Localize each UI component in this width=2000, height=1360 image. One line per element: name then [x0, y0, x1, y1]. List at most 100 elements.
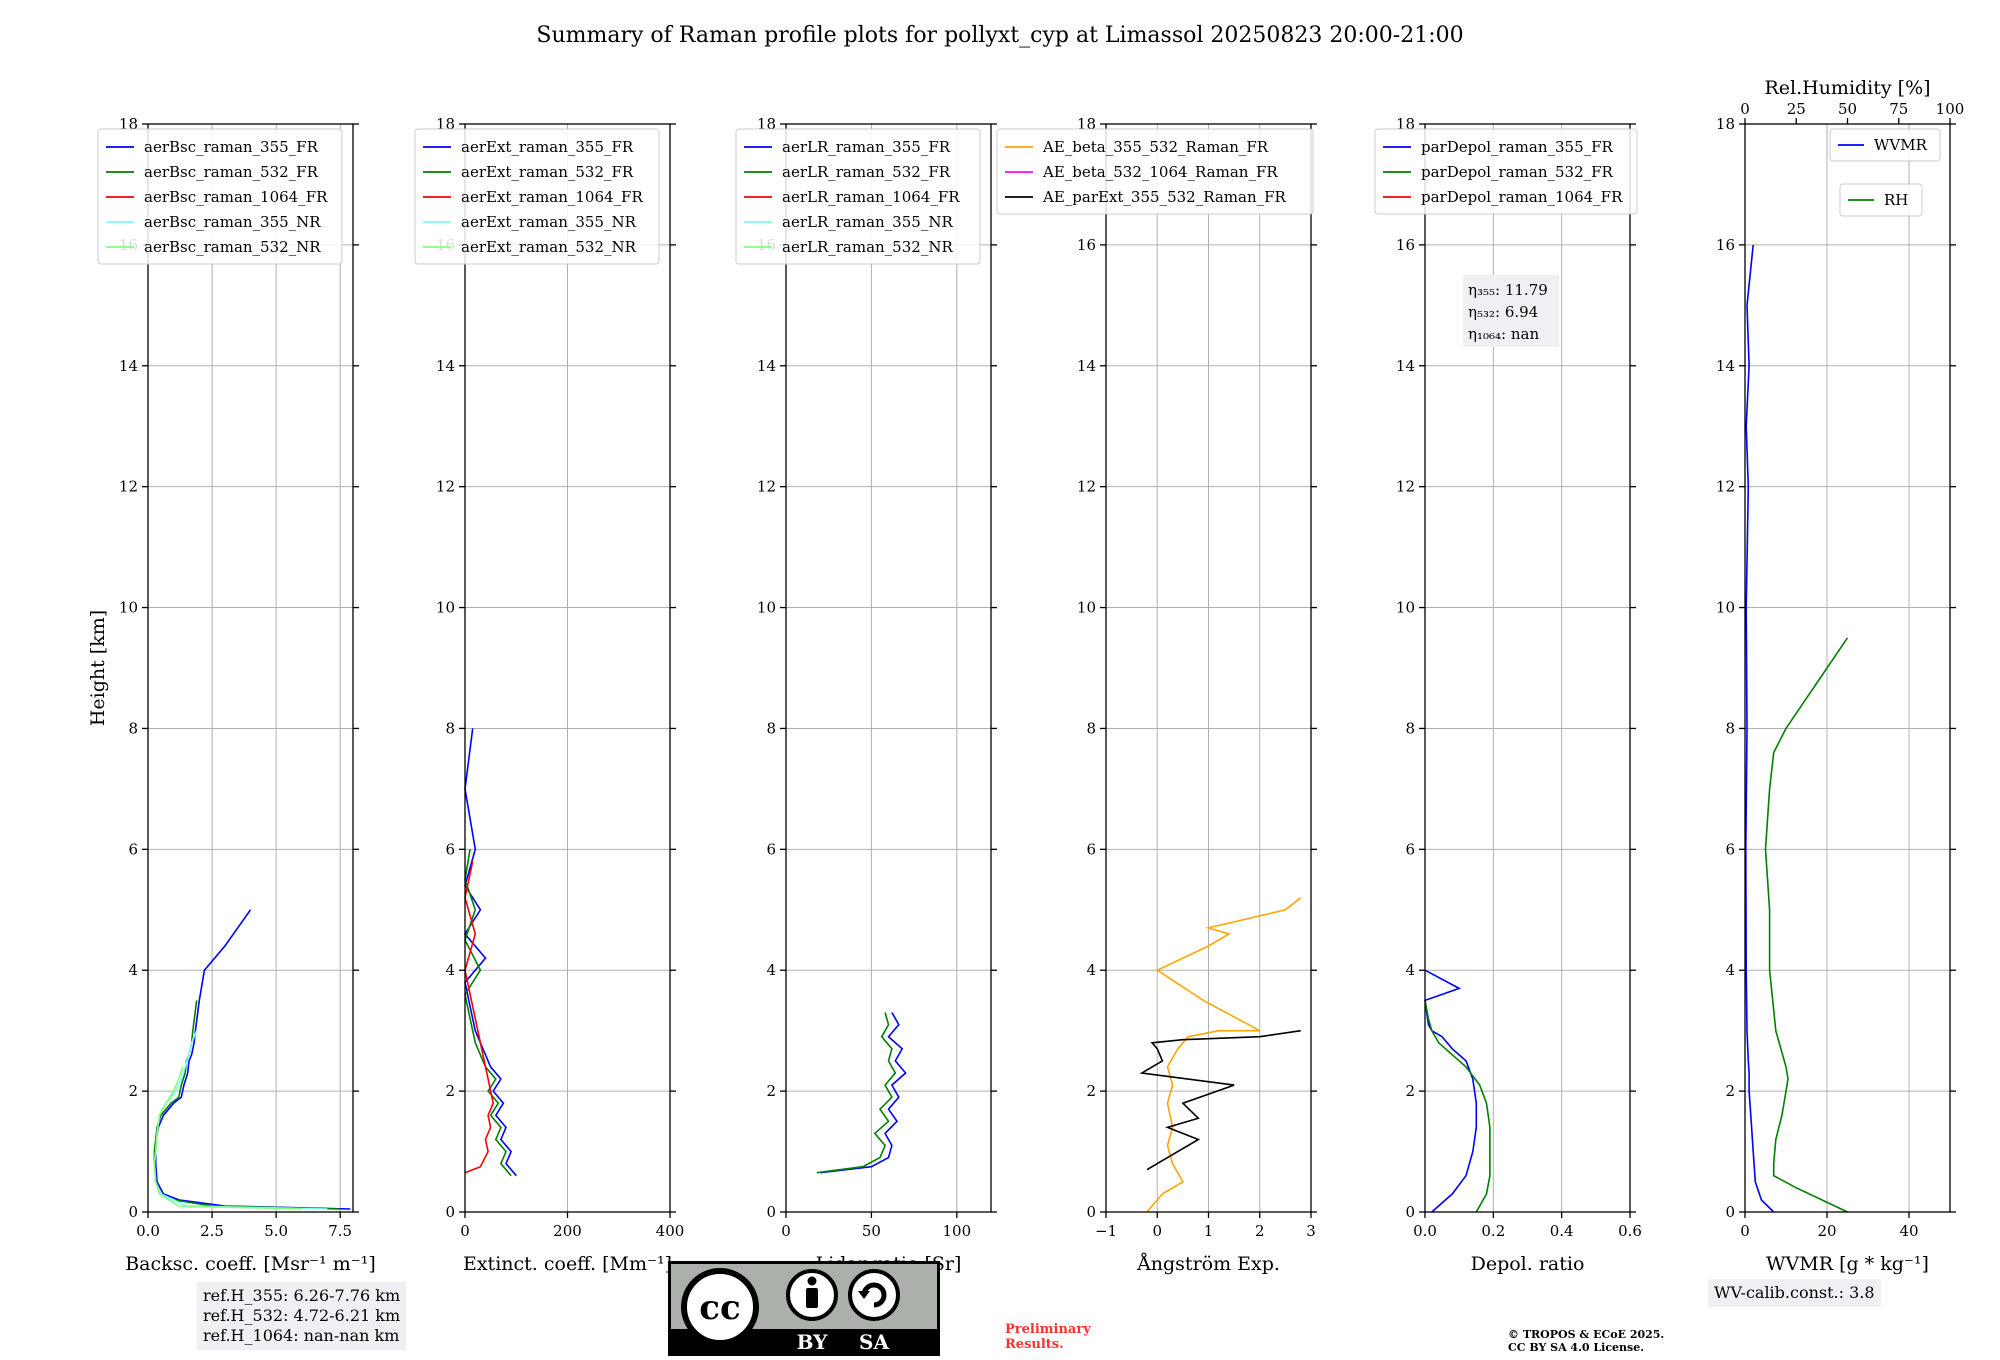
legend: AE_beta_355_532_Raman_FR AE_beta_532_1064…: [996, 128, 1314, 215]
legend-box: [1374, 128, 1638, 215]
y-tick-label: 4: [1725, 961, 1735, 979]
x-tick-label: 50: [862, 1222, 881, 1240]
by-icon-body: [806, 1288, 818, 1308]
y-tick-label: 16: [1396, 236, 1415, 254]
ref-h-355: ref.H_355: 6.26-7.76 km: [203, 1286, 401, 1305]
preliminary-results: Preliminary Results.: [1005, 1322, 1091, 1352]
copyright-notice: © TROPOS & ECoE 2025. CC BY SA 4.0 Licen…: [1508, 1328, 1664, 1354]
legend-label: WVMR: [1874, 136, 1928, 154]
y-tick-label: 12: [1396, 478, 1415, 496]
wv-calib-box: WV-calib.const.: 3.8: [1708, 1279, 1881, 1307]
x-tick-label: 200: [553, 1222, 582, 1240]
top-axis-label: Rel.Humidity [%]: [1764, 77, 1930, 99]
eta-annotation-line: η₁₀₆₄: nan: [1468, 325, 1539, 343]
y-tick-label: 16: [1077, 236, 1096, 254]
legend-box: [996, 128, 1314, 215]
legend-label: aerBsc_raman_532_NR: [144, 238, 321, 256]
y-tick-label: 10: [1077, 599, 1096, 617]
legend-label: AE_parExt_355_532_Raman_FR: [1042, 188, 1287, 206]
x-tick-label: 400: [656, 1222, 685, 1240]
x-tick-label: 20: [1817, 1222, 1836, 1240]
panel-lr: 024681012141618050100Lidar ratio [Sr]aer…: [735, 115, 997, 1275]
series-line-aerLR_raman_355_FR: [820, 1012, 907, 1174]
x-tick-label: 0.0: [1413, 1222, 1437, 1240]
x-tick-label: 0.4: [1550, 1222, 1574, 1240]
y-tick-label: 16: [1716, 236, 1735, 254]
y-tick-label: 0: [1725, 1203, 1735, 1221]
y-tick-label: 6: [1086, 840, 1096, 858]
series-line-aerBsc_raman_532_FR: [153, 1000, 341, 1210]
top-x-tick-label: 50: [1838, 100, 1857, 118]
legend-label: aerLR_raman_532_NR: [782, 238, 953, 256]
y-tick-label: 12: [1077, 478, 1096, 496]
top-x-tick-label: 100: [1936, 100, 1965, 118]
y-tick-label: 2: [1725, 1082, 1735, 1100]
x-axis-label: Extinct. coeff. [Mm⁻¹]: [463, 1253, 672, 1275]
y-tick-label: 12: [436, 478, 455, 496]
y-tick-label: 8: [445, 719, 455, 737]
y-tick-label: 10: [757, 599, 776, 617]
x-tick-label: 3: [1306, 1222, 1316, 1240]
panel-wv: 0 2 4 6 8 10 12 14 16 18 0 20 40 WVMR [g * kg⁻¹] 0 25 50…: [1716, 77, 1964, 1275]
legend-label: aerExt_raman_532_FR: [461, 163, 634, 181]
figure-title: Summary of Raman profile plots for polly…: [536, 23, 1463, 48]
series-line-AE_beta_355_532_Raman_FR: [1146, 897, 1302, 1213]
x-axis-label: Ångström Exp.: [1136, 1253, 1280, 1275]
top-x-tick-label: 75: [1889, 100, 1908, 118]
series-line-aerBsc_raman_355_NR: [153, 1030, 328, 1210]
x-tick-label: 0.6: [1618, 1222, 1642, 1240]
eta-annotation-line: η₃₅₅: 11.79: [1468, 281, 1548, 299]
y-tick-label: 6: [128, 840, 138, 858]
x-axis-label: Depol. ratio: [1471, 1253, 1585, 1275]
ref-height-box: ref.H_355: 6.26-7.76 km ref.H_532: 4.72-…: [197, 1282, 407, 1350]
y-tick-label: 6: [1405, 840, 1415, 858]
y-tick-label: 2: [128, 1082, 138, 1100]
series-line-aerExt_raman_355_FR: [464, 728, 517, 1177]
y-tick-label: 8: [1405, 719, 1415, 737]
preliminary-line-1: Preliminary: [1005, 1322, 1091, 1337]
x-tick-label: 5.0: [264, 1222, 288, 1240]
series-line-aerLR_raman_532_FR: [816, 1012, 897, 1174]
series-line-WVMR: [1745, 244, 1775, 1213]
x-tick-label: −1: [1095, 1222, 1117, 1240]
y-tick-label: 0: [1405, 1203, 1415, 1221]
y-tick-label: 8: [1086, 719, 1096, 737]
y-tick-label: 18: [1716, 115, 1735, 133]
legend-label: aerLR_raman_355_NR: [782, 213, 953, 231]
legend-box: [97, 128, 343, 265]
axes-frame: [1424, 123, 1631, 1213]
y-tick-label: 14: [436, 357, 455, 375]
legend-label: aerBsc_raman_355_NR: [144, 213, 321, 231]
y-tick-label: 12: [119, 478, 138, 496]
top-x-tick-label: 25: [1787, 100, 1806, 118]
x-axis-label: Backsc. coeff. [Msr⁻¹ m⁻¹]: [125, 1253, 376, 1275]
legend-label: aerBsc_raman_532_FR: [144, 163, 319, 181]
x-tick-label: 2.5: [200, 1222, 224, 1240]
legend-label: aerExt_raman_355_NR: [461, 213, 637, 231]
y-tick-label: 10: [1716, 599, 1735, 617]
y-tick-label: 4: [445, 961, 455, 979]
legend-label: AE_beta_355_532_Raman_FR: [1042, 138, 1269, 156]
y-tick-label: 14: [757, 357, 776, 375]
eta-annotation-box: [1463, 275, 1559, 347]
y-tick-label: 8: [1725, 719, 1735, 737]
legend-label: aerBsc_raman_1064_FR: [144, 188, 328, 206]
y-tick-label: 6: [1725, 840, 1735, 858]
legend-label: parDepol_raman_355_FR: [1421, 138, 1614, 156]
cc-by-sa-badge: cc BY SA: [668, 1261, 940, 1356]
y-tick-label: 2: [445, 1082, 455, 1100]
legend-label: aerExt_raman_1064_FR: [461, 188, 643, 206]
by-text: BY: [797, 1330, 829, 1354]
wv-calib-text: WV-calib.const.: 3.8: [1714, 1283, 1875, 1302]
legend-box: [1829, 128, 1941, 162]
series-line-aerBsc_raman_532_NR: [153, 1066, 302, 1210]
legend: parDepol_raman_355_FR parDepol_raman_532_…: [1374, 128, 1638, 215]
y-tick-label: 0: [445, 1203, 455, 1221]
y-tick-label: 4: [1405, 961, 1415, 979]
x-tick-label: 1: [1204, 1222, 1214, 1240]
top-x-tick-label: 0: [1740, 100, 1750, 118]
series-line-parDepol_raman_532_FR: [1424, 1000, 1491, 1213]
series-line-aerBsc_raman_355_FR: [154, 909, 351, 1210]
